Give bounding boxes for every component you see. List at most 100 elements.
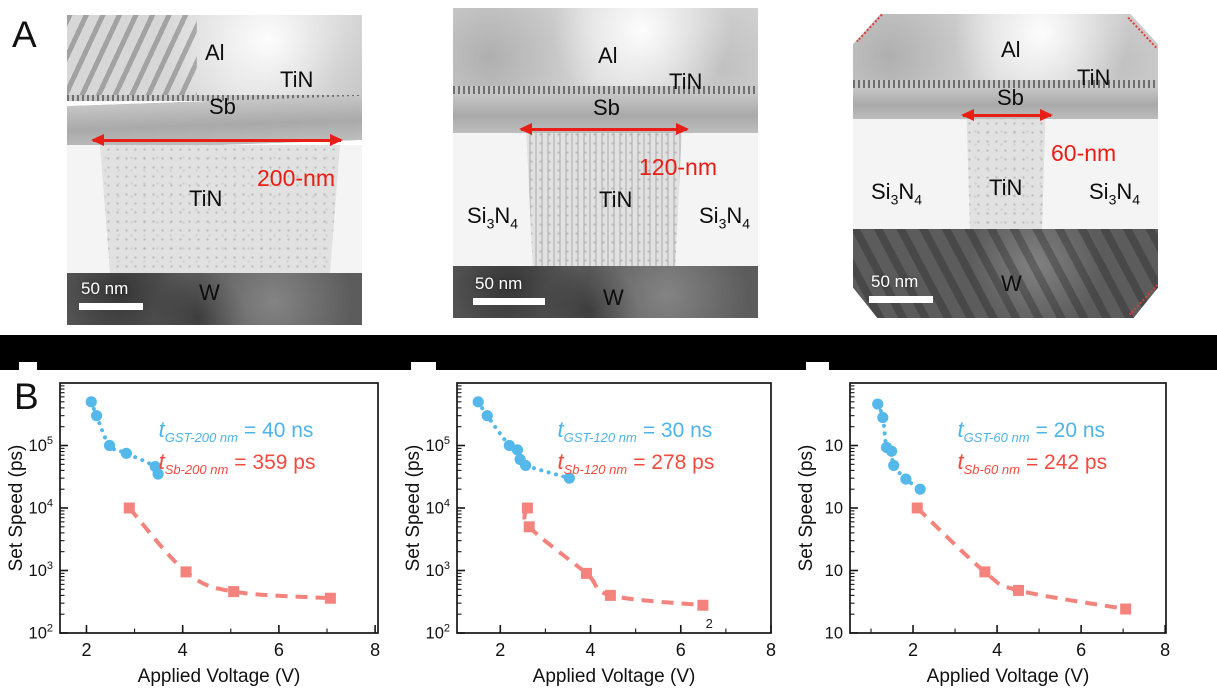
x-tick-label: 2 (908, 640, 918, 660)
sb-label: Sb (209, 94, 236, 119)
tin-pillar-label: TiN (599, 187, 633, 212)
si3n4-left-label: Si3N4 (467, 203, 519, 232)
panel-a-label: A (12, 14, 37, 55)
w-region (453, 266, 758, 318)
tin-pillar (100, 145, 340, 273)
al-region (853, 14, 1158, 82)
GST-120nm-point (563, 472, 575, 484)
x-tick-label: 2 (495, 640, 505, 660)
Sb-120nm-point (604, 589, 616, 601)
y-axis-title: Set Speed (ps) (405, 445, 424, 572)
annotation-line-1: tGST-60 nm = 20 ns (957, 417, 1105, 445)
divider-notch (806, 362, 829, 370)
tin-top-label: TiN (669, 69, 703, 94)
plot-frame (849, 382, 1167, 634)
chart-set-speed-200nm: 105 104 103 102 2 4 6 8 Applied Voltage (V) Set S… (0, 375, 405, 688)
x-tick-label: 2 (81, 640, 91, 660)
GST-200nm-point (85, 396, 97, 408)
width-arrow (91, 133, 343, 146)
x-tick-label: 6 (274, 640, 284, 660)
GST-120nm-point (481, 410, 493, 422)
x-tick-label: 6 (1076, 640, 1086, 660)
x-tick-label: 6 (676, 640, 686, 660)
scale-bar (869, 296, 933, 303)
y-tick-label: 102 (29, 623, 53, 643)
tin-pillar (966, 119, 1046, 229)
w-region (853, 229, 1158, 318)
y-tick-label: 104 (29, 498, 53, 518)
annotation-line-1: tGST-120 nm = 30 ns (557, 417, 712, 445)
w-label: W (1001, 271, 1022, 296)
Sb-200nm-point (228, 586, 240, 598)
y-tick-label: 104 (426, 498, 450, 518)
Sb-60nm-point (979, 566, 991, 578)
chart-svg: 105 104 103 102 2 4 6 8 Applied Voltage (V) Set S… (403, 382, 776, 687)
GST-60nm-point (877, 411, 889, 424)
tem-image-60nm: Al TiN Sb 60-nm TiN Si3N4 Si3N4 W 50 nm (853, 14, 1158, 318)
GST-120nm-point (519, 459, 532, 472)
GST-60nm-point (914, 483, 926, 495)
si3n4-left-label: Si3N4 (871, 179, 923, 208)
Sb-200nm-trend-line (127, 506, 331, 601)
tem-image-120nm: Al TiN Sb 120-nm TiN Si3N4 Si3N4 W 50 nm (453, 8, 758, 318)
GST-120nm-point (511, 444, 524, 456)
Sb-120nm-point (697, 599, 709, 611)
dielectric-region (853, 119, 1158, 229)
y-tick-label: 102 (426, 623, 450, 643)
width-arrow (961, 108, 1053, 121)
panel-b-label: B (14, 376, 39, 417)
GST-60nm-point (900, 473, 912, 485)
scale-bar-label: 50 nm (81, 279, 129, 298)
tin-layer-line (67, 95, 362, 101)
tin-pillar (526, 133, 682, 266)
y-tick-label: 10 (825, 437, 843, 455)
x-axis-title: Applied Voltage (V) (927, 666, 1090, 687)
Sb-120nm-point (580, 567, 592, 579)
si3n4-right-label: Si3N4 (699, 203, 751, 232)
divider-notch (411, 362, 436, 370)
dielectric-region (67, 145, 362, 273)
Sb-60nm-point (911, 502, 923, 514)
w-label: W (603, 285, 624, 310)
GST-200nm-trend-line (89, 399, 161, 476)
y-tick-label: 10 (825, 500, 843, 518)
GST-60nm-point (888, 459, 900, 472)
divider-band (0, 335, 1217, 370)
GST-60nm-point (872, 398, 884, 410)
GST-200nm-point (152, 468, 164, 480)
tem-image-200nm: Al TiN Sb 200-nm TiN W 50 nm (67, 15, 362, 325)
y-tick-label: 105 (426, 435, 450, 455)
tin-layer-line (453, 86, 758, 94)
scale-bar (79, 303, 143, 310)
GST-200nm-point (90, 410, 103, 422)
tin-layer-line (853, 80, 1158, 88)
x-axis-title: Applied Voltage (V) (138, 666, 301, 687)
stray-label: 2 (706, 616, 713, 631)
w-label: W (199, 280, 220, 305)
al-region (453, 8, 758, 88)
GST-120nm-point (472, 396, 484, 408)
annotation-line-2: tSb-120 nm = 278 ps (557, 449, 714, 477)
GST-60nm-point (886, 445, 898, 457)
Sb-60nm-point (1013, 584, 1025, 596)
al-label: Al (598, 43, 618, 68)
x-tick-label: 8 (766, 640, 776, 660)
sb-label: Sb (593, 95, 620, 120)
si3n4-right-label: Si3N4 (1089, 179, 1141, 208)
divider-notch (19, 362, 37, 370)
x-tick-label: 8 (1160, 640, 1170, 660)
dielectric-region (453, 133, 758, 266)
chart-svg: 105 104 103 102 2 4 6 8 Applied Voltage (V) Set S… (6, 382, 380, 687)
w-region (67, 273, 362, 325)
width-arrow (519, 122, 689, 135)
Sb-60nm-point (1120, 603, 1132, 615)
Sb-200nm-point (324, 592, 336, 604)
Sb-120nm-trend-line (522, 507, 704, 608)
Sb-120nm-point (523, 521, 535, 533)
Sb-200nm-point (123, 502, 135, 514)
Sb-200nm-point (180, 566, 192, 578)
sb-layer (453, 94, 758, 133)
x-axis-title: Applied Voltage (V) (533, 666, 696, 687)
GST-200nm-point (120, 447, 132, 459)
GST-200nm-point (103, 439, 116, 452)
